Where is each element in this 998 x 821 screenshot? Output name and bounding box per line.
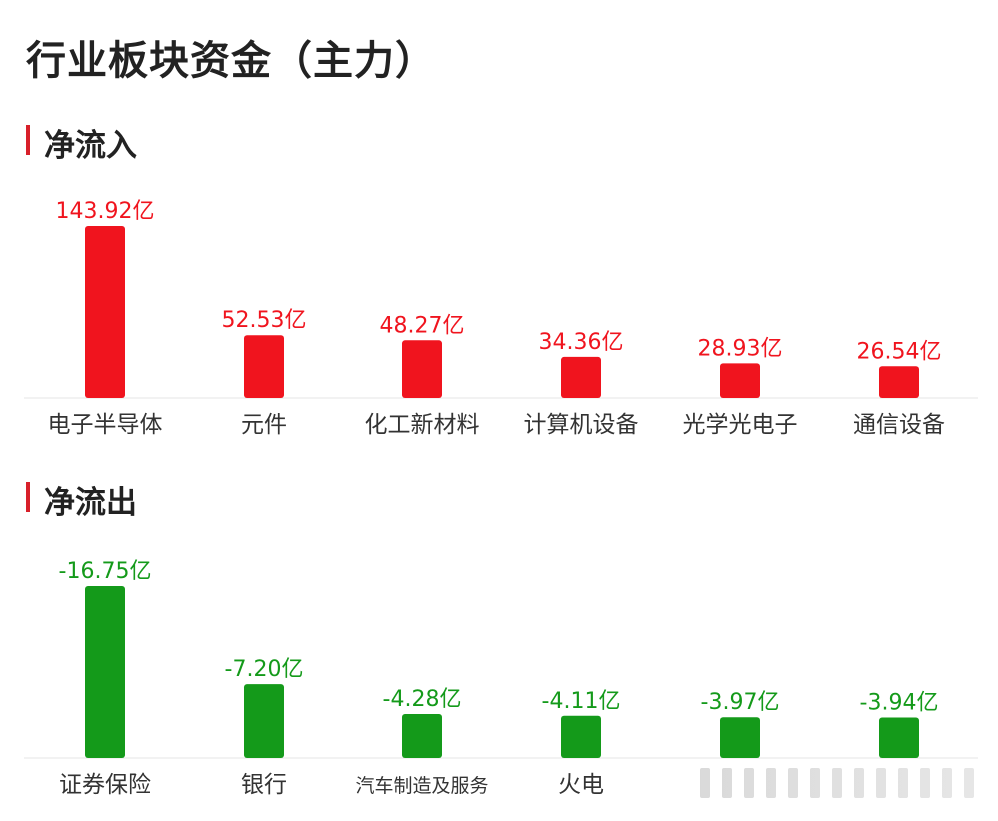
bar-3	[402, 714, 442, 758]
bar-value-label: -16.75亿	[59, 559, 152, 584]
bar-1	[85, 226, 125, 398]
category-label: 火电	[558, 772, 604, 798]
page-title: 行业板块资金（主力）	[26, 38, 436, 84]
bar-value-label: 143.92亿	[56, 199, 155, 224]
category-label: 汽车制造及服务	[355, 775, 488, 797]
bar-value-label: 48.27亿	[380, 313, 465, 338]
section-title-outflow: 净流出	[26, 477, 137, 522]
bar-2	[244, 335, 284, 398]
bar-6	[879, 717, 919, 758]
category-label: 电子半导体	[48, 412, 163, 438]
category-label: 银行	[241, 772, 287, 798]
inflow-chart: 143.92亿 电子半导体 52.53亿 元件 48.27亿 化工新材料 34.36亿 计算机…	[0, 180, 998, 450]
bar-3	[402, 340, 442, 398]
section-title-inflow: 净流入	[26, 120, 137, 165]
bar-6	[879, 366, 919, 398]
category-label: 光学光电子	[683, 412, 798, 438]
bar-value-label: 34.36亿	[539, 330, 624, 355]
bar-value-label: -4.11亿	[542, 689, 621, 714]
bar-2	[244, 684, 284, 758]
watermark-overlay	[690, 764, 980, 804]
bar-value-label: -7.20亿	[225, 657, 304, 682]
bar-4	[561, 715, 601, 758]
category-label: 化工新材料	[365, 412, 480, 438]
bar-value-label: -4.28亿	[383, 687, 462, 712]
category-label: 元件	[241, 412, 287, 438]
bar-value-label: -3.97亿	[701, 690, 780, 715]
bar-5	[720, 363, 760, 398]
bar-value-label: 28.93亿	[698, 336, 783, 361]
bar-4	[561, 356, 601, 398]
bar-value-label: 52.53亿	[222, 308, 307, 333]
category-label: 证券保险	[59, 772, 151, 798]
bar-value-label: -3.94亿	[860, 691, 939, 716]
category-label: 计算机设备	[524, 412, 639, 438]
bar-value-label: 26.54亿	[857, 339, 942, 364]
bar-1	[85, 586, 125, 758]
outflow-chart: -16.75亿 证券保险 -7.20亿 银行 -4.28亿汽车制造及服务 -4.11亿 火电…	[0, 540, 998, 810]
category-label: 通信设备	[853, 412, 945, 438]
bar-5	[720, 717, 760, 758]
